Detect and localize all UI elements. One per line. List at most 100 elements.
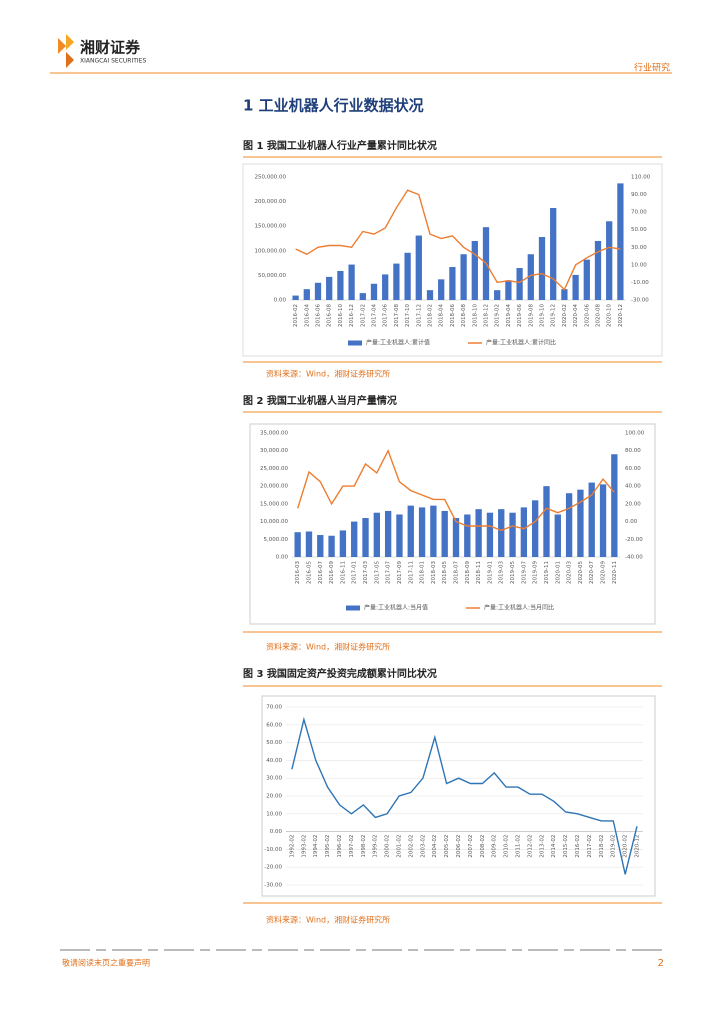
source: 资料来源：Wind，湘财证券研究所	[266, 369, 390, 379]
x-tick-label: 2016-07	[318, 561, 324, 584]
x-tick-label: 2020-02	[562, 304, 568, 327]
x-tick-label: 2016-03	[295, 561, 301, 584]
y2-tick-label: 0.00	[625, 519, 638, 525]
x-tick-label: 2020-08	[596, 304, 602, 327]
x-tick-label: 1997-02	[349, 835, 355, 858]
x-tick-label: 2017-10	[405, 304, 411, 327]
bar	[292, 295, 299, 300]
category: 行业研究	[634, 62, 670, 74]
x-tick-label: 2014-02	[551, 835, 557, 858]
bar	[452, 518, 460, 557]
y2-tick-label: 60.00	[625, 466, 641, 472]
x-tick-label: 1999-02	[373, 835, 379, 858]
x-tick-label: 2018-08	[461, 304, 467, 327]
y-tick-label: 30.00	[266, 776, 282, 782]
bar	[359, 293, 366, 300]
x-tick-label: 2019-12	[551, 304, 557, 327]
x-tick-label: 2016-12	[349, 304, 355, 327]
bar	[438, 279, 445, 300]
bar	[475, 509, 482, 557]
y-tick-label: 15,000.00	[260, 501, 288, 507]
y2-tick-label: -20.00	[625, 537, 643, 543]
x-tick-label: 2019-05	[510, 561, 516, 584]
y-tick-label: 10,000.00	[260, 519, 288, 525]
y-tick-label: 10.00	[266, 811, 282, 817]
bar	[577, 489, 584, 557]
bar	[471, 240, 478, 300]
bar	[384, 510, 392, 557]
x-tick-label: 2016-05	[306, 561, 312, 584]
y-tick-label: 5,000.00	[264, 537, 289, 543]
x-tick-label: 1993-02	[301, 835, 307, 858]
bar	[588, 482, 595, 557]
bar	[407, 505, 414, 557]
y2-tick-label: 10.00	[631, 262, 647, 268]
x-tick-label: 2001-02	[397, 835, 403, 858]
x-tick-label: 2017-09	[397, 561, 403, 584]
x-tick-label: 2018-05	[442, 561, 448, 584]
brand-en: XIANGCAI SECURITIES	[80, 58, 146, 65]
bar	[441, 510, 448, 557]
y-tick-label: 0.00	[274, 298, 287, 304]
x-tick-label: 2019-09	[533, 561, 539, 584]
x-tick-label: 2016-06	[316, 304, 322, 327]
y-tick-label: 50,000.00	[258, 273, 286, 279]
y2-tick-label: 90.00	[631, 192, 647, 198]
bar	[572, 274, 579, 300]
legend-swatch	[346, 605, 360, 611]
x-tick-label: 2018-02	[428, 304, 434, 327]
bar	[418, 507, 426, 557]
x-tick-label: 2019-10	[540, 304, 546, 327]
x-tick-label: 1998-02	[361, 835, 367, 858]
x-tick-label: 2000-02	[385, 835, 391, 858]
x-tick-label: 2017-12	[416, 304, 422, 327]
bar	[303, 289, 310, 300]
chart-frame	[249, 423, 656, 625]
x-tick-label: 1994-02	[313, 835, 319, 858]
y-tick-label: 30,000.00	[260, 448, 288, 454]
y-tick-label: 0.00	[276, 555, 289, 561]
x-tick-label: 2017-06	[383, 304, 389, 327]
x-tick-label: 2020-09	[601, 561, 607, 584]
x-tick-label: 2020-12	[635, 835, 641, 858]
line	[291, 716, 638, 875]
x-tick-label: 2019-04	[506, 304, 512, 327]
legend-label: 产量:工业机器人:当月值	[364, 604, 428, 612]
bar	[543, 486, 550, 557]
y2-tick-label: -40.00	[625, 555, 643, 561]
x-tick-label: 2019-02	[611, 835, 617, 858]
x-tick-label: 2016-04	[304, 304, 310, 327]
x-tick-label: 2012-02	[527, 835, 533, 858]
x-tick-label: 2017-03	[363, 561, 369, 584]
bar	[415, 235, 422, 300]
x-tick-label: 2018-01	[420, 561, 426, 584]
y-tick-label: 60.00	[266, 722, 282, 728]
x-tick-label: 2015-02	[563, 835, 569, 858]
logo	[58, 34, 74, 68]
x-tick-label: 2018-07	[454, 561, 460, 584]
x-tick-label: 2019-07	[521, 561, 527, 584]
x-tick-label: 2019-01	[487, 561, 493, 584]
x-tick-label: 1992-02	[289, 835, 295, 858]
bar	[617, 183, 624, 300]
line	[295, 189, 621, 291]
x-tick-label: 2019-11	[544, 561, 550, 584]
y-tick-label: 250,000.00	[255, 175, 287, 181]
bar	[583, 259, 590, 300]
y2-tick-label: 50.00	[631, 227, 647, 233]
legend-label: 产量:工业机器人:累计值	[366, 339, 430, 347]
x-tick-label: 1996-02	[337, 835, 343, 858]
x-tick-label: 2020-06	[584, 304, 590, 327]
x-tick-label: 2017-11	[408, 561, 414, 584]
legend-swatch	[348, 340, 362, 346]
legend-label: 产量:工业机器人:当月同比	[484, 604, 554, 612]
bar	[430, 505, 437, 557]
x-tick-label: 2019-08	[528, 304, 534, 327]
x-tick-label: 2003-02	[420, 835, 426, 858]
x-tick-label: 2004-02	[432, 835, 438, 858]
x-tick-label: 2016-09	[329, 561, 335, 584]
x-tick-label: 2020-05	[578, 561, 584, 584]
y2-tick-label: 100.00	[625, 431, 645, 437]
bar	[370, 283, 378, 300]
